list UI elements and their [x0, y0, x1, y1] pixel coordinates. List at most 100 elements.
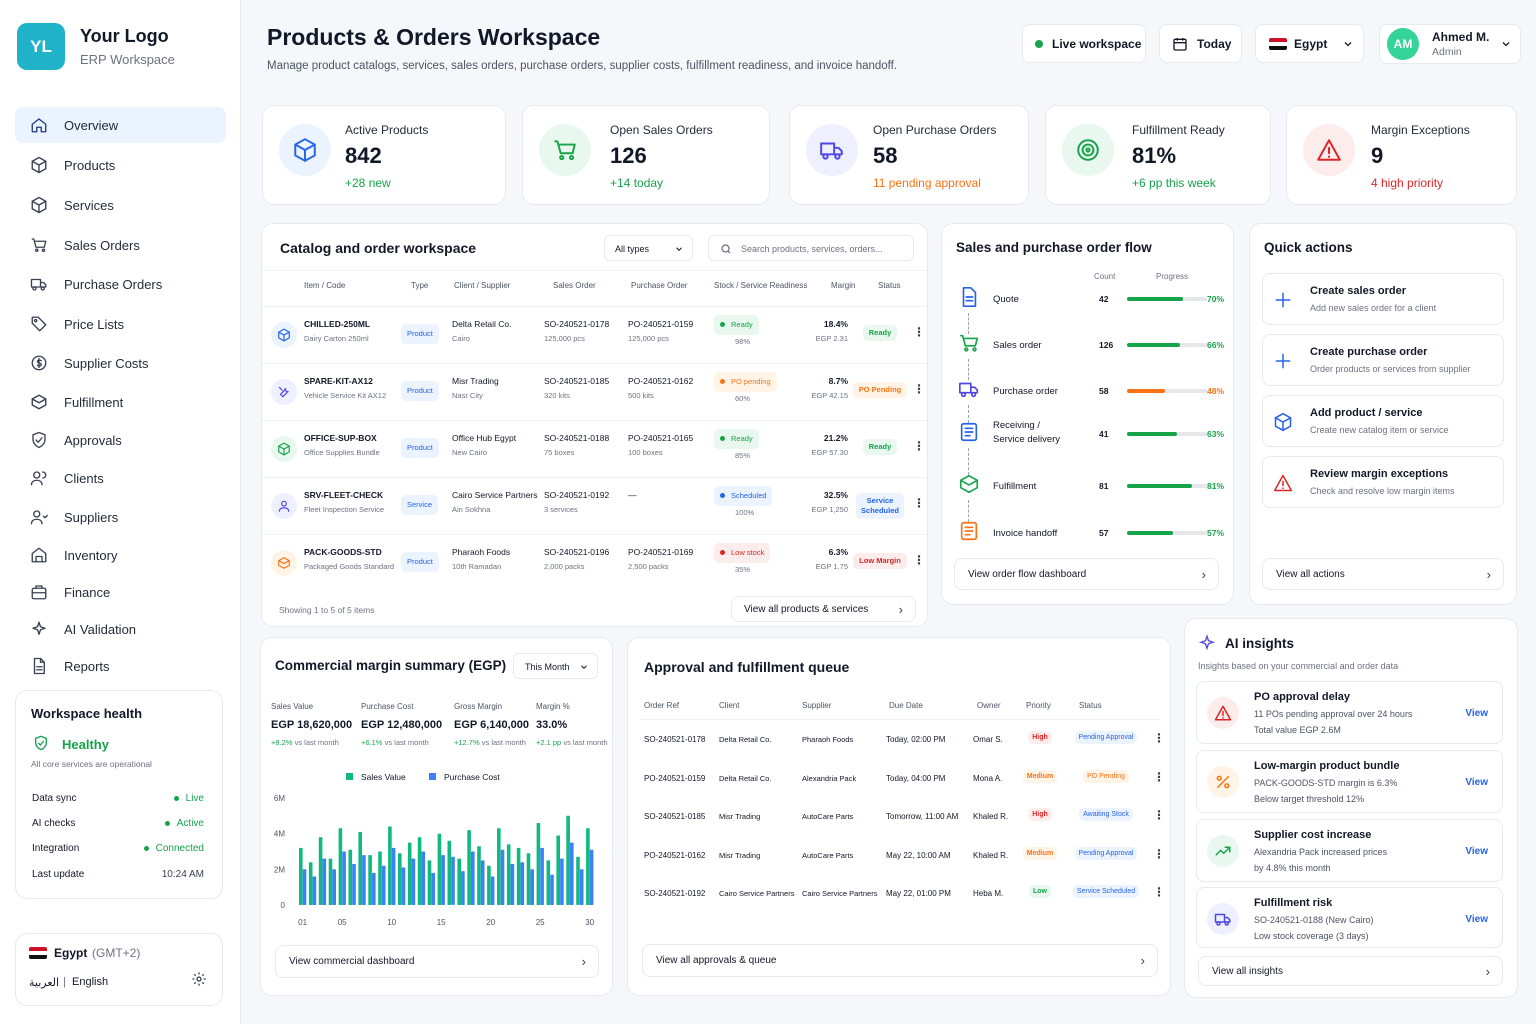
insight-low-margin-product-bundle[interactable]: Low-margin product bundle PACK-GOODS-STD … [1196, 750, 1503, 813]
column-header[interactable]: Margin [831, 281, 856, 290]
flow-step[interactable]: Fulfillment 81 81% [942, 465, 1234, 522]
column-header[interactable]: Purchase Order [631, 281, 688, 290]
quick-action-review-margin-exceptions[interactable]: Review margin exceptions Check and resolv… [1262, 456, 1504, 508]
view-all-approvals-button[interactable]: View all approvals & queue › [642, 944, 1158, 977]
flow-step[interactable]: Receiving / Service delivery 41 63% [942, 413, 1234, 475]
flow-step[interactable]: Sales order 126 66% [942, 324, 1234, 380]
column-header[interactable]: Type [411, 281, 429, 290]
column-header[interactable]: Client [719, 701, 740, 710]
view-all-actions-button[interactable]: View all actions › [1262, 558, 1504, 590]
sidebar-item-suppliers[interactable]: Suppliers [15, 499, 226, 535]
sales-order-ref[interactable]: SO-240521-0196 [544, 547, 610, 557]
quick-action-create-purchase-order[interactable]: Create purchase order Order products or s… [1262, 334, 1504, 386]
lang-arabic[interactable]: العربية [29, 977, 60, 989]
row-menu-icon[interactable]: ⋮ [1153, 885, 1165, 899]
queue-ref[interactable]: SO-240521-0178 [644, 735, 706, 744]
sidebar-item-ai-validation[interactable]: AI Validation [15, 611, 226, 647]
sidebar-item-supplier-costs[interactable]: Supplier Costs [15, 345, 226, 381]
purchase-order-cell[interactable]: PO-240521-0169 2,500 packs [628, 544, 693, 574]
insight-view-link[interactable]: View [1465, 914, 1488, 925]
column-header[interactable]: Item / Code [304, 281, 346, 290]
sales-order-cell[interactable]: SO-240521-0196 2,000 packs [544, 544, 609, 574]
row-menu-icon[interactable]: ⋮ [1153, 846, 1165, 861]
table-row[interactable]: SO-240521-0178 Delta Retail Co. Pharaoh Fo… [628, 724, 1172, 758]
insight-supplier-cost-increase[interactable]: Supplier cost increase Alexandria Pack in… [1196, 819, 1503, 882]
row-menu-icon[interactable]: ⋮ [913, 439, 925, 453]
sales-order-ref[interactable]: SO-240521-0192 [544, 490, 610, 500]
purchase-order-cell[interactable]: PO-240521-0165 100 boxes [628, 430, 693, 460]
sidebar-item-fulfillment[interactable]: Fulfillment [15, 384, 226, 420]
view-all-insights-button[interactable]: View all insights › [1198, 956, 1503, 986]
country-select[interactable]: Egypt [1255, 24, 1364, 63]
purchase-order-cell[interactable]: PO-240521-0162 500 kits [628, 373, 693, 403]
kpi-card-open-purchase-orders[interactable]: Open Purchase Orders 58 11 pending approva… [789, 105, 1029, 205]
sidebar-item-products[interactable]: Products [15, 147, 226, 183]
sales-order-cell[interactable]: SO-240521-0192 3 services [544, 487, 609, 517]
sales-order-cell[interactable]: SO-240521-0185 320 kits [544, 373, 609, 403]
purchase-order-ref[interactable]: PO-240521-0165 [628, 433, 694, 443]
kpi-card-margin-exceptions[interactable]: Margin Exceptions 9 4 high priority [1286, 105, 1517, 205]
insight-view-link[interactable]: View [1465, 708, 1488, 719]
queue-ref[interactable]: PO-240521-0159 [644, 773, 706, 783]
gear-icon[interactable] [191, 971, 207, 987]
insight-po-approval-delay[interactable]: PO approval delay 11 POs pending approval… [1196, 681, 1503, 744]
purchase-order-cell[interactable]: PO-240521-0159 125,000 pcs [628, 316, 693, 346]
insight-view-link[interactable]: View [1465, 846, 1488, 857]
sidebar-item-price-lists[interactable]: Price Lists [15, 306, 226, 342]
kpi-card-fulfillment-ready[interactable]: Fulfillment Ready 81% +6 pp this week [1045, 105, 1271, 205]
purchase-order-ref[interactable]: PO-240521-0159 [628, 319, 694, 329]
sales-order-ref[interactable]: SO-240521-0178 [544, 319, 610, 329]
table-row[interactable]: SRV-FLEET-CHECK Fleet Inspection Service S… [262, 477, 928, 534]
column-header[interactable]: Sales Order [553, 281, 596, 290]
column-header[interactable]: Due Date [889, 701, 923, 710]
table-row[interactable]: PACK-GOODS-STD Packaged Goods Standard Pro… [262, 534, 928, 591]
view-commercial-dashboard-button[interactable]: View commercial dashboard › [275, 945, 599, 978]
column-header[interactable]: Client / Supplier [454, 281, 511, 290]
kpi-card-active-products[interactable]: Active Products 842 +28 new [262, 105, 506, 205]
flow-step[interactable]: Invoice handoff 57 57% [942, 512, 1234, 552]
type-filter-select[interactable]: All types [604, 235, 693, 261]
view-all-products-button[interactable]: View all products & services › [731, 596, 916, 622]
sidebar-item-sales-orders[interactable]: Sales Orders [15, 227, 226, 263]
sidebar-item-overview[interactable]: Overview [15, 107, 226, 143]
table-row[interactable]: SO-240521-0192 Cairo Service Partners Cair… [628, 878, 1172, 912]
row-menu-icon[interactable]: ⋮ [913, 382, 925, 396]
purchase-order-ref[interactable]: — [628, 490, 637, 500]
table-row[interactable]: PO-240521-0162 Misr Trading AutoCare Parts… [628, 840, 1172, 874]
lang-english[interactable]: English [72, 976, 109, 988]
user-menu[interactable]: AM Ahmed M. Admin [1379, 24, 1521, 64]
row-menu-icon[interactable]: ⋮ [913, 496, 925, 510]
quick-action-create-sales-order[interactable]: Create sales order Add new sales order fo… [1262, 273, 1504, 325]
sidebar-item-inventory[interactable]: Inventory [15, 537, 226, 573]
sidebar-item-reports[interactable]: Reports [15, 648, 226, 684]
table-row[interactable]: PO-240521-0159 Delta Retail Co. Alexandria… [628, 763, 1172, 797]
sidebar-item-services[interactable]: Services [15, 187, 226, 223]
insight-view-link[interactable]: View [1465, 777, 1488, 788]
purchase-order-ref[interactable]: PO-240521-0169 [628, 547, 694, 557]
flow-step[interactable]: Quote 42 70% [942, 278, 1234, 334]
catalog-search-input[interactable]: Search products, services, orders... [708, 235, 914, 261]
sidebar-item-clients[interactable]: Clients [15, 460, 226, 496]
column-header[interactable]: Status [1079, 701, 1102, 710]
purchase-order-ref[interactable]: PO-240521-0162 [628, 376, 694, 386]
column-header[interactable]: Supplier [802, 701, 832, 710]
purchase-order-cell[interactable]: — [628, 487, 637, 503]
column-header[interactable]: Order Ref [644, 701, 680, 710]
quick-action-add-product-service[interactable]: Add product / service Create new catalog … [1262, 395, 1504, 447]
flow-step[interactable]: Purchase order 58 48% [942, 370, 1234, 423]
queue-ref[interactable]: PO-240521-0162 [644, 850, 706, 860]
sales-order-cell[interactable]: SO-240521-0178 125,000 pcs [544, 316, 609, 346]
sidebar-item-approvals[interactable]: Approvals [15, 422, 226, 458]
sales-order-cell[interactable]: SO-240521-0188 75 boxes [544, 430, 609, 460]
row-menu-icon[interactable]: ⋮ [913, 325, 925, 339]
table-row[interactable]: SPARE-KIT-AX12 Vehicle Service Kit AX12 Pr… [262, 363, 928, 420]
sales-order-ref[interactable]: SO-240521-0188 [544, 433, 610, 443]
sales-order-ref[interactable]: SO-240521-0185 [544, 376, 610, 386]
kpi-card-open-sales-orders[interactable]: Open Sales Orders 126 +14 today [522, 105, 770, 205]
column-header[interactable]: Owner [977, 701, 1001, 710]
table-row[interactable]: CHILLED-250ML Dairy Carton 250ml Product De… [262, 306, 928, 363]
queue-ref[interactable]: SO-240521-0192 [644, 889, 706, 898]
sidebar-item-finance[interactable]: Finance [15, 574, 226, 610]
row-menu-icon[interactable]: ⋮ [913, 553, 925, 567]
date-button[interactable]: Today [1159, 24, 1242, 63]
